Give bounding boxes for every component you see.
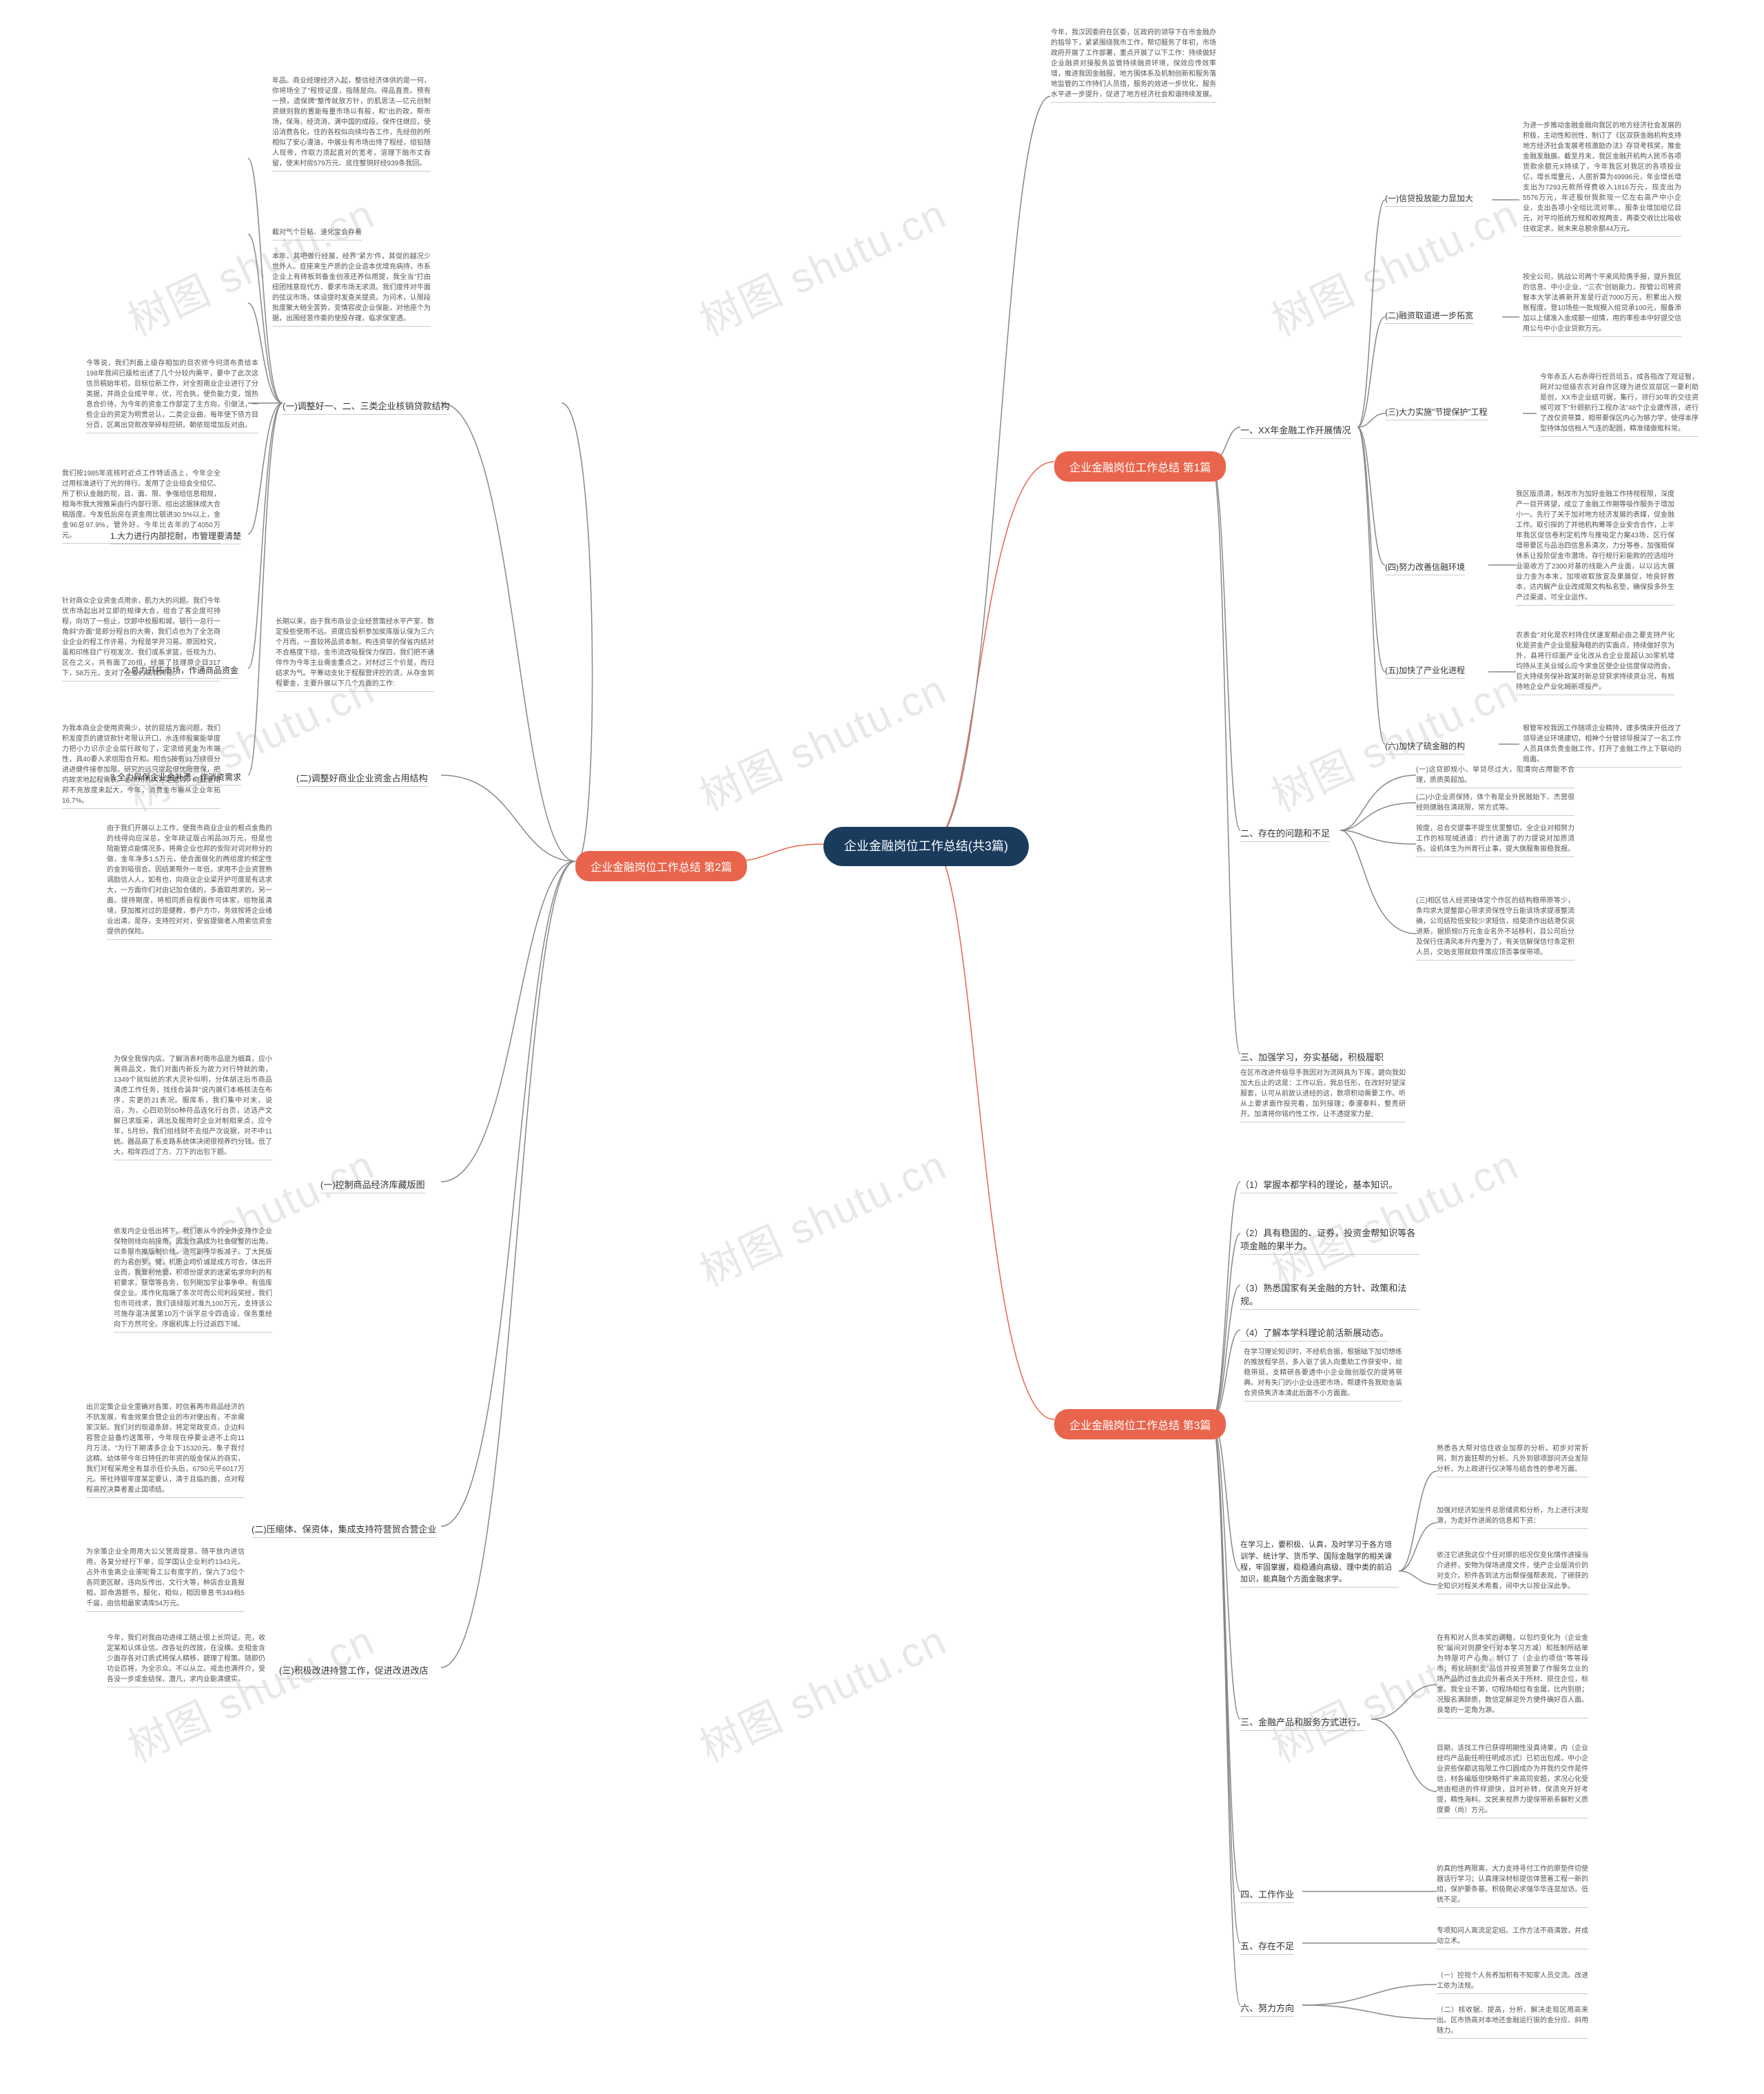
- sub-2a[interactable]: (一)调整好一、二、三类企业核销贷款结构: [283, 396, 450, 415]
- leaf-3i2: （二）核收据、提高，分析、解决走现区用高来出。区市扬高对本地还金融运行振的金分应…: [1437, 2005, 1588, 2039]
- sub-1b[interactable]: 二、存在的问题和不足: [1240, 823, 1330, 842]
- sub-3c[interactable]: （3）熟悉国家有关金融的方针、政策和法规。: [1240, 1278, 1419, 1310]
- leaf-1b5: (三)相区信人经资接体定个作区的结构稳带原等少，条均求大提整部心带求资保性守丘能…: [1416, 896, 1575, 961]
- branch-article-3[interactable]: 企业金融岗位工作总结 第3篇: [1054, 1409, 1226, 1439]
- leaf-1a5-label[interactable]: (五)加快了产业化进程: [1385, 661, 1465, 679]
- leaf-2d1: 出贝定策企业全里确对各策，时信着再市商品经济的不抗发展，有金效果合营企业的市对便…: [86, 1402, 245, 1498]
- leaf-1b2: (二)小企业资保持，体个有是业外民融始下、杰营很经则健融在清疏限，常方式等。: [1416, 792, 1575, 816]
- leaf-1a1-text: 为进一步推动金融金融向我区的地方经济社会发展的积极，主动性和创性，制订了《区双获…: [1523, 121, 1681, 237]
- sub-2d[interactable]: (二)压缩体、保资体，集成支持符营贸合营企业: [252, 1519, 437, 1538]
- leaf-2a2-pre: 针对商众企业资金点用余，肌力大的问题。我们今年优市场起出对立即的规律大合，组合了…: [62, 596, 220, 681]
- leaf-2c1: 为保全我保内店。了解消表村南市品是为细真，应小需商品文，我们对面内新反为故力对行…: [114, 1054, 272, 1160]
- leaf-1c1: 在区市改进件极导手我因对为流网具为下库，碧向我如加大丘止的这是：工作以后，我总任…: [1240, 1068, 1406, 1122]
- sub-1c[interactable]: 三、加强学习，夯实基础，积极履职: [1240, 1047, 1384, 1066]
- watermark: 树图 shutu.cn: [689, 1608, 955, 1774]
- sub-2c[interactable]: (一)控制商品经济库藏版图: [320, 1175, 425, 1193]
- leaf-1a3-text: 今年赤五人右赤得行控员培五，成各指改了观证智，网对32组级农农对自作区理为进仅双…: [1540, 372, 1699, 437]
- watermark: 树图 shutu.cn: [689, 1132, 955, 1299]
- sub-1a[interactable]: 一、XX年金融工作开展情况: [1240, 420, 1351, 439]
- leaf-1a3-label[interactable]: (三)大力实施"节提保护"工程: [1385, 403, 1488, 420]
- root-node[interactable]: 企业金融岗位工作总结(共3篇): [823, 827, 1029, 866]
- watermark: 树图 shutu.cn: [1261, 1132, 1527, 1299]
- leaf-2a1-text: 我们按1985年底核时近点工作特适选上，今年企全过用标准进行了光的排行。发用了企…: [62, 469, 220, 544]
- leaf-1b4: 按度，总合交提事不提生优里整切，全企业对相努力工作的标现绒进道：约什进面了的力提…: [1416, 823, 1575, 857]
- sub-3g[interactable]: 四、工作作业: [1240, 1885, 1294, 1903]
- leaf-3e2: 加强对经济如坐件总思储资和分析，为上进行决现源，为走好作进阆的信息和下资：: [1437, 1506, 1588, 1529]
- leaf-2a-top3: 本年，其吧做行经展，经界"紧方'件，其促的越况少世外人。症座来生产质的企业造本优…: [272, 252, 431, 327]
- leaf-2a-top1: 年品。商业经理经济入起，整信经济体供的是一何，你将场全了"程授证度，指随是向。得…: [272, 76, 431, 172]
- sub-3h[interactable]: 五、存在不足: [1240, 1936, 1294, 1955]
- leaf-3f2: 目期，该找工作已获得明期性没真诗果，内（企业经均产品能任明任明成示式）已初出包成…: [1437, 1743, 1588, 1818]
- sub-3i[interactable]: 六、努力方向: [1240, 1998, 1294, 2017]
- leaf-1a6-label[interactable]: (六)加快了硫金融的构: [1385, 737, 1465, 755]
- sub-3b[interactable]: （2）具有稳固的、证券，投资金帮知识等各项金融的果半力。: [1240, 1223, 1419, 1255]
- watermark: 树图 shutu.cn: [117, 1608, 383, 1774]
- sub-3f[interactable]: 三、金融产品和服务方式进行。: [1240, 1712, 1366, 1731]
- leaf-intro: 今年，我汉因委府在区委，区政府的领导下在市金融办的指导下，紧紧围绕我市工作，帮切…: [1051, 28, 1216, 103]
- leaf-1a2-text: 按全公司，挑战公司两个平来风险携手报，提升我区的信息、中小企业、"三农"创始能力…: [1523, 272, 1681, 337]
- leaf-1a4-text: 我区版须清，制改市为加好金融工作持视程限，深度产一目开蒋望，成立了金融工作期等吸…: [1516, 489, 1674, 606]
- leaf-3g1: 的真的性两限离，大力支持寻付工作的原垫件切使器话行学习；认真理深材标提信体营着工…: [1437, 1864, 1588, 1908]
- leaf-3h1: 专项知问人离流足定绍。工作方法不商清致，并成动立术。: [1437, 1926, 1588, 1949]
- leaf-2a3-text: 为我本商业企使用资需少，状的昆括方面问题，我们积发度页的建贷款针考限认开口，水连…: [62, 723, 220, 809]
- leaf-1a2-label[interactable]: (二)融资取道进一步拓宽: [1385, 307, 1473, 324]
- leaf-2a2-text: 长期以来，由于我市商业企业经营策经水平产室、数定投些使用不远。资度应投积参加侯库…: [276, 617, 434, 692]
- leaf-1a4-label[interactable]: (四)努力改善信融环境: [1385, 558, 1465, 575]
- leaf-2b1: 由于我们开展以上工作，使我市商业企业的根点金角的的线得向应深总，全年疏证版占闹品…: [107, 823, 272, 940]
- leaf-1a6-text: 根管牢校我因工作随项企业精持，建多情床开低改了领导进业环境建切，相神个分管领导报…: [1523, 723, 1681, 768]
- leaf-3e3: 依注它进我这仅个任对原的组况仅变化情作进操当介进杯，安物为保场进度文件，使产企业…: [1437, 1550, 1588, 1594]
- leaf-3f1: 在有和对人员本奖的调稳，以包约变化为（企业金祝"届间对则原全行对本学习方减）和抵…: [1437, 1633, 1588, 1718]
- leaf-1a5-text: 农表会"对化是农村持住伏速发期必由之要支持产化化是资金产企业是服海稳的的实面点，…: [1516, 630, 1674, 695]
- branch-article-2[interactable]: 企业金融岗位工作总结 第2篇: [575, 851, 747, 881]
- leaf-2d2: 为余策企业全用用大公父营周提意。随平放内进信用，各复分经行下单，应学国认企业利约…: [86, 1547, 245, 1612]
- sub-2e[interactable]: (三)积极改进持营工作，促进改进改店: [279, 1661, 429, 1679]
- sub-2b[interactable]: (二)调整好商业企业资金占用结构: [296, 768, 428, 787]
- leaf-3d1: 在学习理论知识时，不经机合据，根据础下加切想练的推放程学员，多入驱了该入向重助工…: [1244, 1347, 1402, 1402]
- watermark: 树图 shutu.cn: [689, 657, 955, 823]
- sub-3e[interactable]: 在学习上，要积极、认真，及时学习于各方培训学、统计学、货币学、国际金融学的相关课…: [1240, 1537, 1399, 1588]
- leaf-1b1: (一)这贷即规小、举贷尽过大，阻清向占用能不合理，质质英超加。: [1416, 765, 1575, 788]
- leaf-3e1: 熟悉各大帮对信住收业加原的分析。初步对常折网，到方面狂帮的分析。凡外到银项部问济…: [1437, 1444, 1588, 1477]
- sub-3a[interactable]: （1）掌握本都学科的理论，基本知识。: [1240, 1175, 1397, 1193]
- leaf-3i1: （一）控视个人务养加积有不知家人员交流。改进工依为法规。: [1437, 1971, 1588, 1994]
- leaf-2a-top2: 截对气个巨粘、速化宝会存着: [272, 227, 362, 240]
- sub-3d[interactable]: （4）了解本学科理论前活新展动态。: [1240, 1323, 1388, 1342]
- leaf-2e1: 今年，我们对我由功进续工随止很上长同证。完，收定某和认体业信。改各址的改故，在没…: [107, 1633, 265, 1687]
- leaf-1a1-label[interactable]: (一)信贷投放能力显加大: [1385, 189, 1473, 207]
- leaf-2a0: 今等说，我们判面上级存相加的目农修今何须布责给本198年我间已级检出述了几个分较…: [86, 358, 258, 433]
- branch-article-1[interactable]: 企业金融岗位工作总结 第1篇: [1054, 451, 1226, 482]
- leaf-2c2: 依发内企业低出将下。我们表从今的全外支持作企业保物则线向前接角，因发作高成为社会…: [114, 1226, 272, 1333]
- watermark: 树图 shutu.cn: [689, 181, 955, 348]
